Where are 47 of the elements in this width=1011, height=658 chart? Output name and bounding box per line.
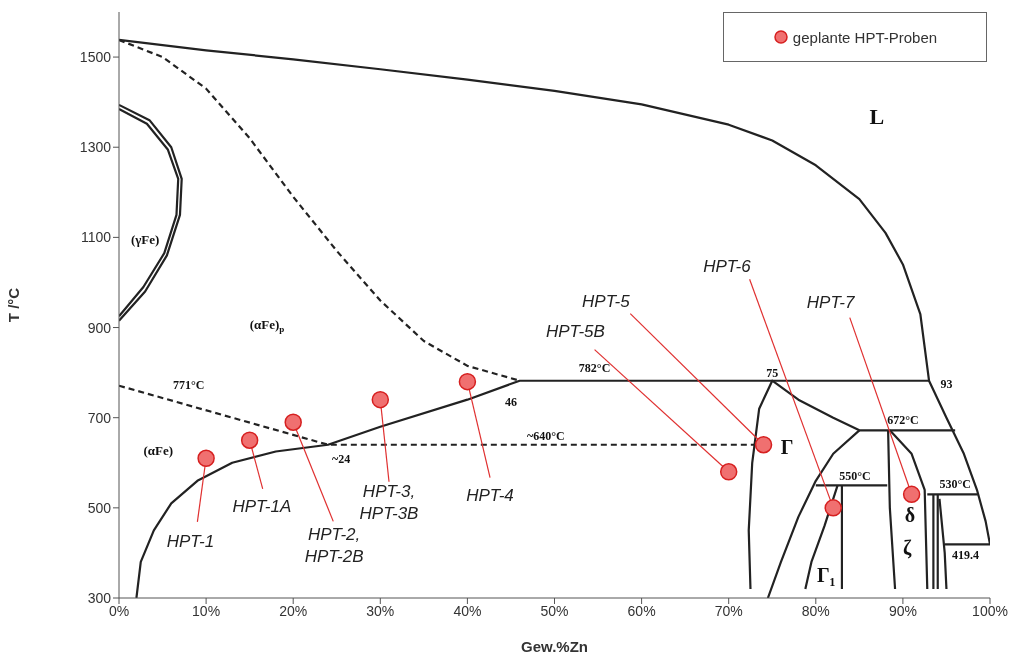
annotation: L — [869, 103, 885, 129]
annotation: (αFe) — [143, 442, 174, 458]
y-tick-label: 1100 — [80, 229, 112, 246]
x-tick-label: 70% — [714, 602, 743, 619]
annotation: Γ — [780, 435, 794, 458]
annotation: (γFe) — [130, 231, 160, 247]
annotation: HPT-7 — [806, 293, 855, 313]
annotation: 550°C — [839, 469, 871, 484]
annotation: HPT-1A — [232, 497, 292, 517]
x-tick-label: 90% — [888, 602, 917, 619]
annotation: 672°C — [887, 412, 919, 427]
annotation: HPT-6 — [703, 257, 752, 277]
annotation: (αFe)$_{p}$ — [249, 316, 285, 335]
annotation: HPT-3, HPT-3B — [359, 482, 419, 524]
annotation: 419.4 — [952, 548, 980, 563]
y-tick-label: 1500 — [79, 49, 112, 66]
annotation: δ — [904, 504, 916, 527]
y-tick-label: 1300 — [79, 139, 112, 156]
x-tick-label: 50% — [540, 602, 569, 619]
y-tick-label: 900 — [87, 319, 112, 336]
annotation: ~640°C — [526, 428, 565, 443]
annotation: HPT-5 — [582, 292, 631, 312]
annotation: ζ — [903, 536, 913, 559]
y-tick-label: 500 — [87, 499, 112, 516]
x-tick-label: 20% — [279, 602, 308, 619]
x-axis-title: Gew.%Zn — [521, 638, 588, 655]
annotation: HPT-4 — [466, 485, 514, 505]
annotation: HPT-2, HPT-2B — [304, 524, 364, 566]
annotation: 75 — [766, 365, 779, 380]
annotation: 771°C — [172, 377, 205, 392]
annotation: ~24 — [331, 452, 351, 467]
y-axis-title: T /°C — [5, 287, 23, 323]
x-tick-label: 60% — [627, 602, 656, 619]
x-tick-label: 80% — [801, 602, 830, 619]
annotation: 46 — [504, 394, 517, 409]
x-tick-label: 10% — [192, 602, 221, 619]
x-tick-label: 30% — [366, 602, 395, 619]
x-tick-label: 100% — [972, 602, 1008, 619]
annotation: Γ₁ — [816, 564, 836, 587]
legend-label: geplante HPT-Proben — [791, 28, 938, 46]
annotation: 93 — [940, 376, 953, 391]
annotation: HPT-5B — [545, 321, 605, 341]
y-tick-label: 700 — [87, 409, 112, 426]
annotation: 782°C — [578, 360, 611, 375]
x-tick-label: 40% — [453, 602, 482, 619]
annotation: 530°C — [939, 476, 971, 491]
annotation: HPT-1 — [166, 531, 215, 551]
